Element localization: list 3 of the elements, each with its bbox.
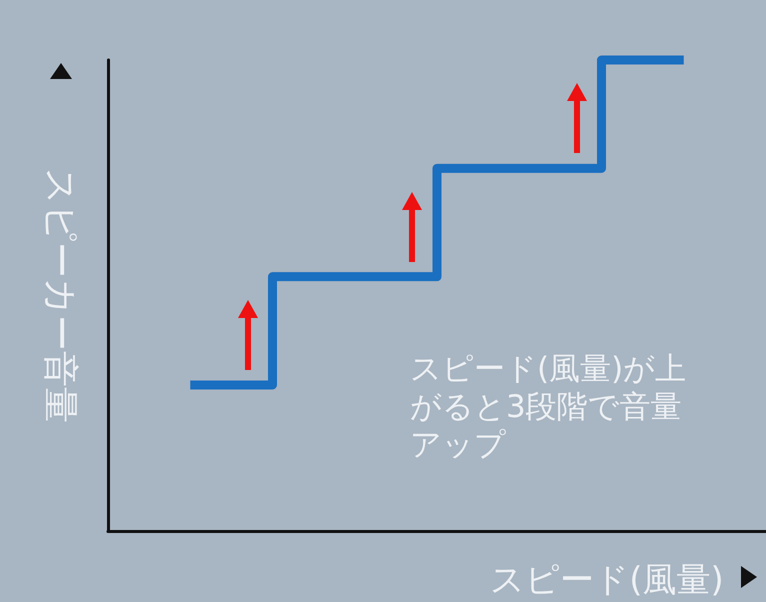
y-axis-title: スピーカー音量	[40, 168, 80, 423]
x-axis-title: スピード(風量)	[490, 560, 724, 600]
annotation: スピード(風量)が上がると3段階で音量アップ	[410, 351, 686, 463]
